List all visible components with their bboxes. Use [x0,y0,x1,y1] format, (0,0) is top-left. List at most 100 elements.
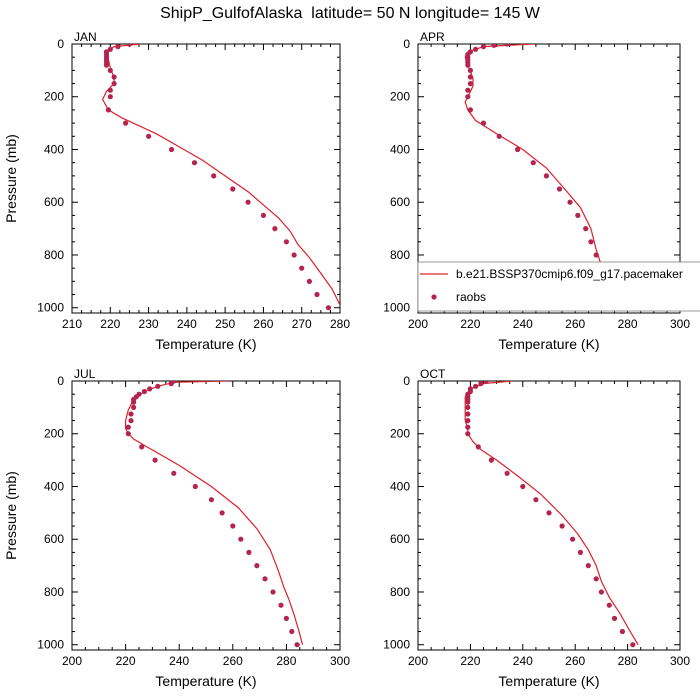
raobs-point [105,107,111,113]
y-axis-title: Pressure (mb) [3,471,19,560]
raobs-point [630,642,636,648]
x-tick-label: 200 [62,654,82,668]
raobs-point [325,305,332,311]
raobs-point [139,444,145,450]
raobs-point [543,173,550,179]
raobs-point [483,381,489,384]
raobs-point [152,457,158,463]
raobs-point [128,418,134,424]
y-tick-label: 1000 [37,638,64,652]
x-tick-label: 220 [116,654,136,668]
y-tick-label: 200 [44,427,64,441]
raobs-point [606,602,612,608]
raobs-point [504,470,510,476]
model-profile-line [464,381,639,646]
y-tick-label: 400 [44,479,64,493]
y-tick-label: 800 [390,248,410,262]
raobs-point [546,510,552,516]
raobs-point [575,212,581,218]
raobs-point [155,383,161,389]
model-profile-line [125,381,304,645]
raobs-point [473,46,479,52]
panel-label: APR [420,30,445,44]
raobs-point [283,615,289,622]
raobs-point [246,549,252,556]
raobs-point [291,252,297,258]
raobs-point [283,239,289,245]
raobs-point [128,411,134,417]
raobs-point [515,146,521,153]
raobs-point [465,411,471,417]
x-tick-label: 240 [513,317,533,331]
raobs-point [480,44,487,50]
x-tick-label: 280 [330,317,350,331]
raobs-point [598,589,605,595]
x-axis-title: Temperature (K) [498,673,599,689]
panel-label: OCT [420,367,446,381]
x-tick-label: 280 [618,654,638,668]
raobs-point [270,589,276,595]
x-tick-label: 260 [223,654,243,668]
y-tick-label: 1000 [383,638,410,652]
raobs-point [488,457,494,463]
raobs-point [478,381,484,387]
raobs-point [467,67,473,73]
plot-data [125,381,304,648]
x-tick-label: 220 [460,317,480,331]
y-tick-label: 1000 [37,301,64,315]
raobs-point [465,94,471,100]
raobs-point [230,523,236,529]
raobs-point [126,44,132,47]
raobs-point [577,549,584,556]
x-tick-label: 200 [408,317,428,331]
raobs-point [107,87,113,93]
y-tick-label: 0 [57,37,64,51]
raobs-point [289,628,295,635]
legend-label-model: b.e21.BSSP370cmip6.f09_g17.pacemaker [456,267,683,281]
raobs-point [146,133,152,139]
raobs-point [125,424,131,430]
raobs-point [583,226,589,232]
y-tick-label: 800 [390,585,410,599]
y-tick-label: 400 [390,142,410,156]
raobs-point [191,160,198,166]
x-tick-label: 240 [169,654,189,668]
y-tick-label: 600 [390,532,410,546]
raobs-point [107,46,113,52]
plot-data [101,44,340,311]
raobs-point [593,252,599,258]
raobs-point [211,173,217,179]
raobs-point [533,497,539,503]
raobs-point [475,444,481,450]
raobs-point [238,536,244,542]
legend-marker-swatch [431,294,437,300]
raobs-point [465,87,471,93]
raobs-point [520,483,526,490]
legend-label-raobs: raobs [456,290,486,304]
y-tick-label: 400 [44,142,64,156]
x-tick-label: 260 [253,317,273,331]
panel-jul: 200 220 240 260 280 300 0 200 400 600 800 1000 Tempe… [3,367,350,689]
raobs-point [254,563,260,569]
plot-frame [71,380,341,651]
raobs-point [480,120,487,126]
x-tick-label: 280 [276,654,296,668]
x-tick-label: 260 [565,317,585,331]
x-tick-label: 270 [292,317,312,331]
y-tick-label: 0 [57,374,64,388]
raobs-point [306,278,312,284]
raobs-point [168,381,174,387]
raobs-point [556,186,563,192]
y-tick-label: 1000 [383,301,410,315]
raobs-point [619,628,626,635]
panel-label: JAN [74,30,97,44]
raobs-point [107,67,113,73]
x-axis-title: Temperature (K) [155,336,256,352]
y-tick-label: 200 [390,90,410,104]
raobs-point [465,424,471,430]
raobs-point [147,386,153,392]
raobs-point [168,146,175,153]
y-tick-label: 0 [403,37,410,51]
x-tick-label: 220 [460,654,480,668]
